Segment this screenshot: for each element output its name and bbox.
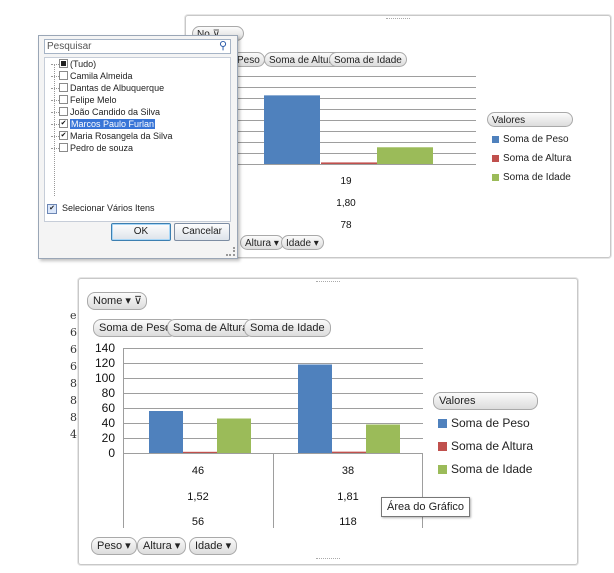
top-table-cell-altura: 1,80 <box>336 198 356 209</box>
sum-height-button[interactable]: Soma de Altura <box>264 52 343 67</box>
checkbox-partial[interactable] <box>59 59 68 69</box>
filter-item-camila[interactable]: Camila Almeida <box>51 71 133 82</box>
resize-handle-bottom[interactable] <box>316 558 340 561</box>
sum-height-button[interactable]: Soma de Altura <box>167 319 255 337</box>
chart-area-tooltip: Área do Gráfico <box>381 497 471 517</box>
y-tick-label: 120 <box>94 356 115 370</box>
filter-icon: ⊽ <box>213 29 220 40</box>
table-cell: 56 <box>191 516 205 528</box>
bar-soma-de-idade-2[interactable] <box>366 424 400 454</box>
altura-field-button[interactable]: Altura ▾ <box>240 235 284 250</box>
filter-icon: ⊽ <box>133 295 143 307</box>
filter-item-marcos[interactable]: ✔ Marcos Paulo Furlan <box>51 119 156 130</box>
filter-item-dantas[interactable]: Dantas de Albuquerque <box>51 83 164 94</box>
table-cell: 1,81 <box>337 491 359 503</box>
legend-item-peso[interactable]: Soma de Peso <box>492 134 569 145</box>
altura-swatch <box>438 442 447 452</box>
filter-item-maria[interactable]: ✔ Maria Rosangela da Silva <box>51 131 173 142</box>
tree-connector <box>54 64 55 196</box>
cancel-button[interactable]: Cancelar <box>174 223 230 241</box>
idade-swatch <box>438 465 447 475</box>
checkbox[interactable] <box>59 71 68 81</box>
select-multiple-option[interactable]: ✔ Selecionar Vários Itens <box>47 203 155 214</box>
checkbox[interactable] <box>59 107 68 117</box>
y-tick-label: 20 <box>101 431 115 445</box>
sum-age-button[interactable]: Soma de Idade <box>244 319 331 337</box>
checkbox-checked[interactable]: ✔ <box>59 131 68 141</box>
resize-handle-top[interactable] <box>386 18 410 21</box>
y-tick-label: 140 <box>94 341 115 355</box>
bar-soma-de-peso-2[interactable] <box>298 364 332 454</box>
resize-handle-top[interactable] <box>316 281 340 284</box>
table-cell: 38 <box>341 465 355 477</box>
checkbox[interactable] <box>59 95 68 105</box>
filter-item-list[interactable]: (Tudo) Camila Almeida Dantas de Albuquer… <box>44 57 231 222</box>
search-input[interactable]: Pesquisar ⚲ <box>44 39 231 54</box>
y-tick-label: 0 <box>108 446 115 460</box>
bar-soma-de-idade-1[interactable] <box>217 418 251 454</box>
resize-grip-icon[interactable] <box>226 247 235 256</box>
filter-dropdown[interactable]: Pesquisar ⚲ (Tudo) Camila Almeida Dantas… <box>38 35 238 259</box>
legend-item-peso[interactable]: Soma de Peso <box>438 416 530 430</box>
legend-title: Valores <box>433 392 538 410</box>
bar-soma-de-altura-2[interactable] <box>332 451 366 453</box>
bar-soma-de-peso[interactable] <box>264 95 320 164</box>
select-multiple-checkbox[interactable]: ✔ <box>47 203 57 214</box>
legend-title: Valores <box>487 112 573 127</box>
bar-soma-de-peso-1[interactable] <box>149 411 183 453</box>
peso-swatch <box>492 135 499 143</box>
idade-field-button[interactable]: Idade ▾ <box>281 235 324 250</box>
idade-field-button[interactable]: Idade ▾ <box>189 537 238 555</box>
y-tick-label: 100 <box>94 371 115 385</box>
legend-item-idade[interactable]: Soma de Idade <box>492 172 571 183</box>
name-field-button[interactable]: Nome ▾ ⊽ <box>87 292 147 310</box>
legend-item-altura[interactable]: Soma de Altura <box>492 153 571 164</box>
legend-item-idade[interactable]: Soma de Idade <box>438 462 532 476</box>
ok-button[interactable]: OK <box>111 223 171 241</box>
peso-swatch <box>438 419 447 429</box>
search-icon: ⚲ <box>218 40 227 52</box>
table-cell: 118 <box>339 516 357 528</box>
filter-item-all[interactable]: (Tudo) <box>51 59 96 70</box>
checkbox-checked[interactable]: ✔ <box>59 119 68 129</box>
sum-age-button[interactable]: Soma de Idade <box>329 52 407 67</box>
idade-swatch <box>492 173 499 181</box>
bottom-pivot-chart[interactable]: Nome ▾ ⊽ Soma de Peso Soma de Altura Som… <box>78 278 578 565</box>
filter-item-felipe[interactable]: Felipe Melo <box>51 95 117 106</box>
bar-soma-de-altura-1[interactable] <box>183 451 217 453</box>
y-tick-label: 60 <box>101 401 115 415</box>
bar-soma-de-idade[interactable] <box>377 147 433 164</box>
altura-field-button[interactable]: Altura ▾ <box>137 537 187 555</box>
bar-soma-de-altura[interactable] <box>321 162 377 164</box>
top-plot-area[interactable] <box>236 76 476 251</box>
top-pivot-chart[interactable]: No ⊽ Peso Soma de Altura Soma de Idade 1… <box>185 15 611 258</box>
top-table-cell-peso: 78 <box>340 220 352 231</box>
checkbox[interactable] <box>59 143 68 153</box>
legend-item-altura[interactable]: Soma de Altura <box>438 439 533 453</box>
table-cell: 1,52 <box>187 491 209 503</box>
y-tick-label: 40 <box>101 416 115 430</box>
row-header-fragments: e 6 6 6 8 8 8 4 <box>70 309 77 441</box>
filter-item-pedro[interactable]: Pedro de souza <box>51 143 133 154</box>
filter-item-joao[interactable]: João Candido da Silva <box>51 107 160 118</box>
bottom-plot-area[interactable] <box>123 348 423 538</box>
y-tick-label: 80 <box>101 386 115 400</box>
top-table-cell-idade: 19 <box>340 176 352 187</box>
altura-swatch <box>492 154 499 162</box>
checkbox[interactable] <box>59 83 68 93</box>
table-cell: 46 <box>191 465 205 477</box>
sum-weight-button[interactable]: Soma de Peso <box>93 319 178 337</box>
peso-field-button[interactable]: Peso ▾ <box>91 537 137 555</box>
